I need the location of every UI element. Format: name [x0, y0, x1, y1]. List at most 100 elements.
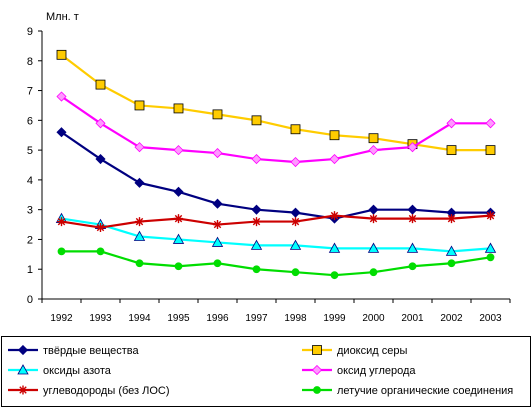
x-tick-label: 2002 [440, 313, 463, 324]
data-point [174, 262, 183, 271]
series-1 [56, 49, 496, 156]
data-point [290, 124, 301, 135]
series-line [60, 95, 491, 164]
data-point [250, 239, 263, 250]
y-tick-label: 9 [27, 26, 33, 38]
data-point [367, 242, 380, 253]
legend-label: углеводороды (без ЛОС) [43, 385, 170, 397]
data-point [173, 186, 184, 197]
legend-entry: углеводороды (без ЛОС) [8, 385, 170, 397]
data-point [95, 153, 106, 165]
data-point [486, 211, 495, 221]
data-point [329, 130, 340, 141]
series-line [61, 250, 491, 277]
series-2 [55, 212, 497, 256]
data-point [133, 230, 146, 241]
x-tick-label: 1992 [50, 313, 73, 324]
data-point [212, 109, 223, 120]
series-line [60, 53, 491, 152]
data-point [134, 142, 145, 153]
legend-entry: твёрдые вещества [8, 344, 140, 357]
legend-label: летучие органические соединения [337, 385, 513, 397]
data-point [95, 79, 106, 90]
legend-entry: оксиды азота [8, 364, 112, 377]
legend-label: оксиды азота [43, 365, 112, 377]
y-tick-label: 3 [27, 205, 33, 217]
data-point [57, 217, 66, 227]
data-point [368, 145, 379, 156]
data-point [211, 236, 224, 247]
legend-swatch-marker [18, 385, 28, 395]
data-point [56, 91, 67, 102]
y-tick-label: 8 [27, 56, 33, 68]
y-tick-label: 4 [27, 175, 33, 187]
y-tick-label: 1 [27, 264, 33, 276]
x-tick-label: 2001 [401, 313, 424, 324]
data-point [212, 148, 223, 159]
data-point [447, 259, 456, 268]
x-tick-label: 2003 [479, 313, 502, 324]
data-point [446, 145, 457, 156]
plot-area [55, 49, 497, 280]
data-point [135, 259, 144, 268]
data-point [485, 145, 496, 156]
legend-label: твёрдые вещества [43, 345, 140, 357]
data-point [213, 259, 222, 268]
series-line [61, 217, 491, 253]
legend-swatch-marker [311, 364, 323, 376]
data-point [408, 214, 417, 224]
data-point [446, 118, 457, 129]
legend: твёрдые вещества диоксид серы оксиды азота… [1, 336, 531, 407]
legend-entry: летучие органические соединения [302, 385, 513, 397]
data-point [485, 118, 496, 129]
data-point [57, 247, 66, 256]
x-tick-label: 1996 [206, 313, 229, 324]
data-point [369, 268, 378, 277]
x-tick-label: 1997 [245, 313, 268, 324]
y-tick-label: 2 [27, 234, 33, 246]
legend-label: диоксид серы [337, 345, 407, 357]
data-point [96, 247, 105, 256]
series-5 [57, 247, 495, 280]
data-point [134, 177, 145, 188]
x-tick-label: 1993 [89, 313, 112, 324]
data-point [172, 233, 185, 244]
data-point [251, 153, 262, 165]
data-point [330, 211, 339, 221]
y-tick-label: 6 [27, 115, 33, 127]
data-point [368, 133, 379, 144]
x-tick-label: 2000 [362, 313, 385, 324]
data-point [290, 156, 301, 168]
data-point [328, 242, 341, 253]
legend-frame [1, 336, 531, 407]
chart-axes: 0 1 2 3 4 5 6 7 8 9 1992 1993 1994 1995 1996 1997 1998 19… [27, 26, 511, 324]
x-tick-label: 1994 [128, 313, 151, 324]
data-point [408, 262, 417, 271]
data-point [368, 204, 379, 215]
x-tick-label: 1999 [323, 313, 346, 324]
data-point [174, 214, 183, 224]
data-point [212, 198, 223, 209]
data-point [447, 214, 456, 224]
y-tick-label: 5 [27, 145, 33, 157]
x-tick-label: 1995 [167, 313, 190, 324]
series-0 [56, 127, 496, 224]
legend-entry: оксид углерода [302, 364, 416, 377]
data-point [290, 207, 301, 218]
legend-swatch-marker [17, 364, 29, 375]
data-point [445, 245, 458, 256]
x-tick-label: 1998 [284, 313, 307, 324]
data-point [369, 214, 378, 224]
legend-swatch-marker [312, 345, 322, 355]
series-line [61, 214, 491, 229]
data-point [407, 142, 418, 153]
data-point [134, 100, 145, 111]
data-point [252, 265, 261, 274]
legend-swatch-marker [17, 344, 29, 356]
data-point [96, 223, 105, 233]
data-point [95, 118, 106, 129]
series-3 [56, 91, 496, 168]
y-tick-label: 0 [27, 294, 33, 306]
data-point [486, 253, 495, 262]
data-point [135, 217, 144, 227]
